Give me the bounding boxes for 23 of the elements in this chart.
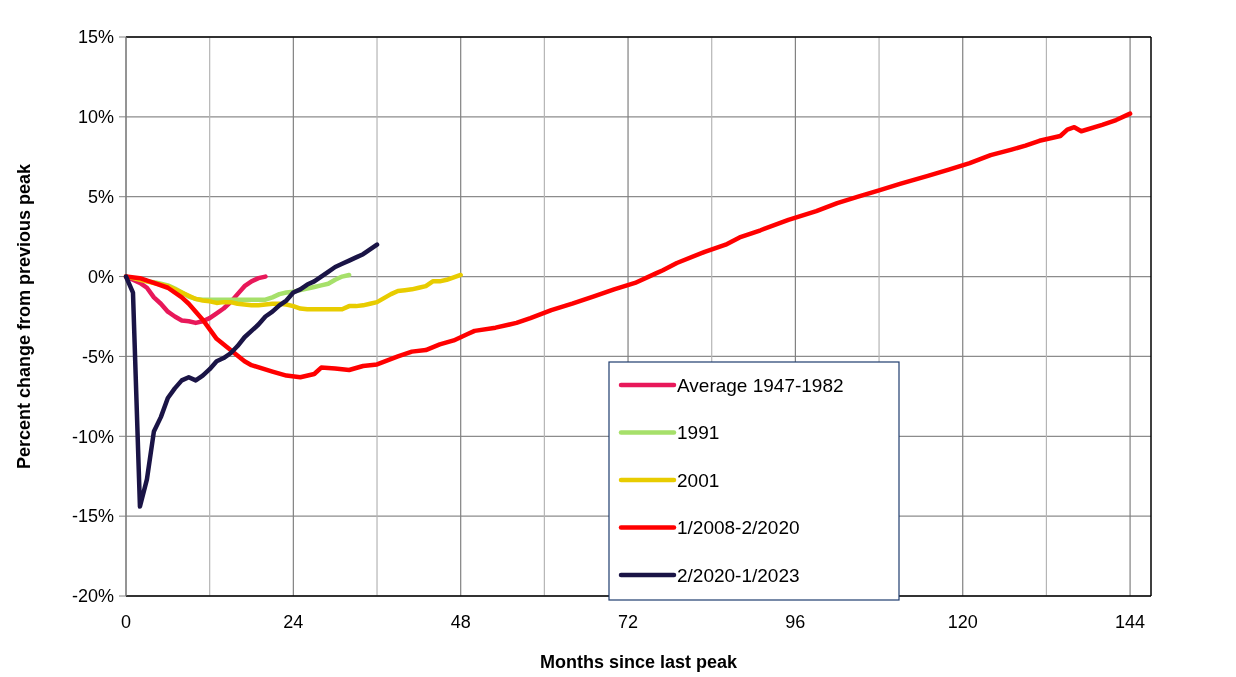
x-tick-label: 48 [450, 612, 471, 632]
legend-label: 2/2020-1/2023 [677, 564, 800, 586]
x-tick-label: 144 [1115, 612, 1146, 632]
legend-label: Average 1947-1982 [677, 374, 844, 396]
x-tick-label: 72 [618, 612, 639, 632]
y-tick-label: -5% [81, 346, 114, 367]
y-tick-label: 0% [87, 266, 114, 287]
x-axis-title: Months since last peak [539, 652, 739, 672]
legend-label: 2001 [677, 469, 720, 491]
x-tick-label: 96 [785, 612, 806, 632]
line-series [123, 242, 380, 509]
legend-label: 1/2008-2/2020 [677, 517, 800, 539]
x-tick-label: 24 [283, 612, 304, 632]
y-tick-label: -20% [71, 586, 114, 607]
x-tick-label: 0 [120, 612, 132, 632]
x-tick-label: 120 [947, 612, 978, 632]
y-tick-label: 10% [77, 107, 114, 128]
y-tick-label: 5% [87, 187, 114, 208]
y-tick-label: 15% [77, 27, 114, 48]
y-tick-label: -10% [71, 426, 114, 447]
y-tick-label: -15% [71, 506, 114, 527]
y-axis-title: Percent change from previous peak [14, 162, 34, 470]
legend-label: 1991 [677, 422, 720, 444]
